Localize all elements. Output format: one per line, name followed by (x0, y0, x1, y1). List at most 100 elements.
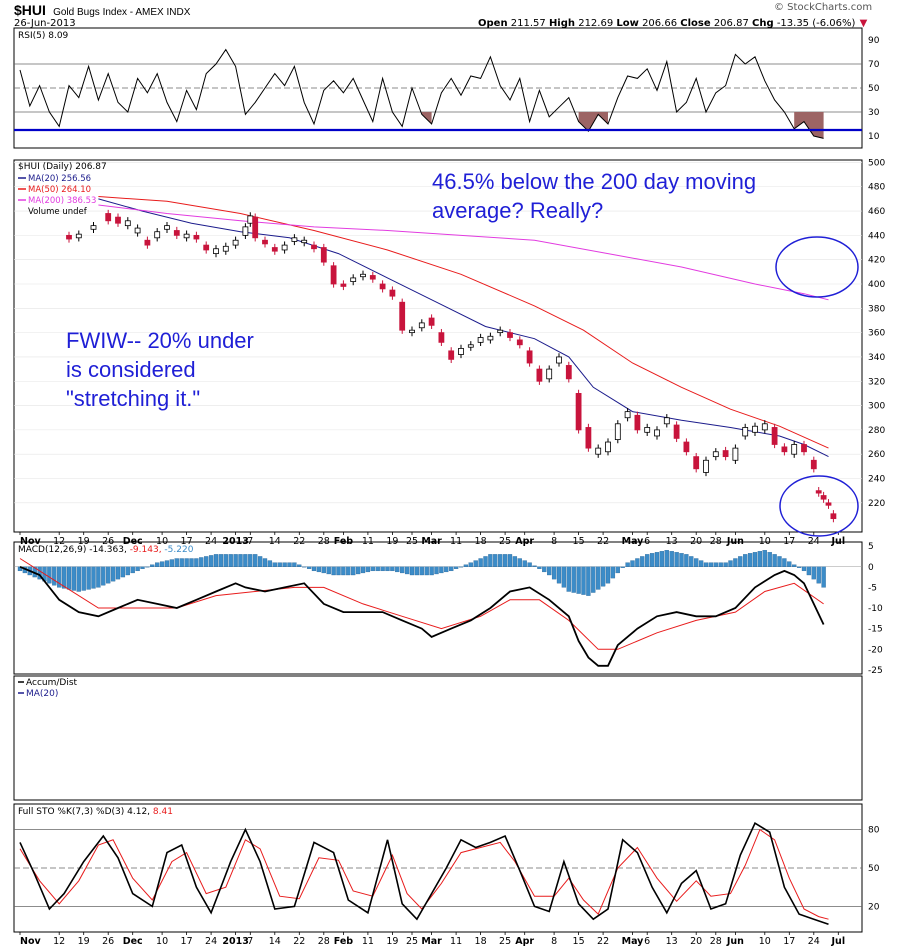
macd-histogram-bar (52, 566, 57, 586)
macd-histogram-bar (610, 566, 616, 579)
candle-body (193, 234, 200, 240)
candle-body (565, 365, 572, 380)
index-name: Gold Bugs Index - AMEX INDX (53, 7, 191, 18)
candle-body (742, 427, 749, 437)
macd-histogram-bar (57, 566, 62, 588)
macd-histogram-bar (659, 551, 665, 567)
ad-title: Accum/Dist (26, 678, 78, 688)
ad-ma-label: MA(20) (26, 689, 58, 699)
macd-tick-label: -10 (868, 604, 883, 614)
macd-histogram-bar (434, 566, 439, 575)
macd-histogram-bar (140, 566, 145, 569)
ad-panel-frame (13, 675, 863, 801)
macd-histogram-bar (164, 560, 170, 567)
macd-histogram-bar (355, 566, 361, 575)
x-axis-label: 6 (644, 936, 650, 947)
macd-histogram-bar (600, 566, 606, 587)
macd-histogram-bar (297, 564, 302, 567)
x-axis-label: 28 (710, 936, 722, 947)
macd-histogram-bar (718, 562, 723, 567)
candle-body (712, 451, 719, 458)
macd-histogram-bar (689, 556, 694, 567)
x-axis-label: 22 (597, 936, 609, 947)
x-axis-label: Apr (515, 936, 534, 947)
rsi-title: RSI(5) 8.09 (18, 31, 69, 41)
macd-signal-line (19, 558, 824, 650)
x-axis-label: 10 (156, 936, 168, 947)
macd-histogram-bar (429, 566, 434, 576)
macd-histogram-bar (679, 553, 684, 567)
rsi-oversold-fill (578, 112, 608, 132)
macd-histogram-bar (150, 564, 155, 567)
macd-histogram-bar (37, 566, 42, 580)
annotation-ma200-note: 46.5% below the 200 day moving average? … (432, 167, 756, 225)
x-axis-label: 19 (386, 936, 398, 947)
macd-histogram-bar (66, 566, 72, 590)
macd-histogram-bar (527, 562, 532, 567)
macd-histogram-bar (243, 554, 248, 567)
macd-histogram-bar (439, 566, 444, 574)
macd-histogram-bar (331, 566, 336, 576)
x-axis-label: 14 (269, 536, 281, 547)
macd-histogram-bar (458, 566, 464, 568)
macd-histogram-bar (267, 560, 273, 567)
rsi-oversold-fill (794, 112, 824, 139)
high-value: 212.69 (578, 18, 614, 29)
macd-tick-label: -15 (868, 625, 883, 635)
macd-histogram-bar (380, 566, 385, 572)
macd-histogram-bar (96, 566, 101, 588)
x-axis-label: 28 (318, 936, 330, 947)
x-axis-label: Jun (726, 936, 744, 947)
x-axis-label: Apr (515, 536, 534, 547)
candle-body (781, 446, 788, 453)
macd-histogram-bar (282, 562, 287, 567)
candle-body (115, 216, 121, 224)
ma200-highlight-circle (775, 236, 859, 298)
candle-body (801, 444, 807, 453)
macd-histogram-bar (551, 566, 557, 580)
x-axis-label: 20 (690, 536, 702, 547)
macd-histogram-bar (762, 550, 767, 567)
macd-histogram-bar (605, 566, 611, 584)
macd-histogram-bar (777, 556, 782, 567)
candle-body (105, 213, 112, 222)
x-axis-label: Feb (334, 536, 354, 547)
macd-histogram-bar (194, 558, 199, 567)
ohlc-readout: Open 211.57 High 212.69 Low 206.66 Close… (478, 18, 867, 29)
candle-body (438, 332, 445, 343)
close-value: 206.87 (713, 18, 749, 29)
macd-histogram-bar (507, 554, 513, 567)
candle-body (389, 289, 396, 297)
candle-body (144, 239, 151, 246)
macd-histogram-bar (370, 566, 375, 572)
macd-histogram-bar (664, 550, 669, 567)
x-axis-label: Mar (421, 536, 442, 547)
macd-histogram-bar (767, 552, 772, 567)
chg-down-icon: ▼ (859, 18, 868, 29)
candle-body (722, 450, 729, 458)
x-axis-label: 8 (551, 936, 557, 947)
chart-date: 26-Jun-2013 (14, 18, 76, 29)
candle-body (487, 335, 494, 341)
volume-legend-label: Volume undef (28, 207, 88, 217)
macd-histogram-bar (91, 566, 96, 589)
candle-body (213, 248, 219, 255)
macd-histogram-bar (346, 566, 351, 576)
candle-body (330, 265, 337, 285)
x-axis-label: 10 (156, 536, 168, 547)
macd-histogram-bar (674, 552, 679, 567)
candle-body (164, 225, 170, 230)
macd-histogram-bar (125, 566, 130, 576)
candle-body (360, 273, 366, 278)
macd-histogram-bar (645, 554, 650, 567)
macd-histogram-bar (409, 566, 415, 576)
annotation-ma200-line1: 46.5% below the 200 day moving (432, 169, 757, 194)
x-axis-label: 26 (102, 536, 114, 547)
macd-histogram-bar (772, 554, 777, 567)
rsi-tick-label: 70 (868, 60, 880, 70)
price-tick-label: 460 (868, 207, 885, 217)
macd-histogram-bar (478, 558, 483, 567)
candle-body (340, 283, 347, 287)
macd-histogram-bar (71, 566, 77, 591)
x-axis-label: 24 (808, 536, 820, 547)
